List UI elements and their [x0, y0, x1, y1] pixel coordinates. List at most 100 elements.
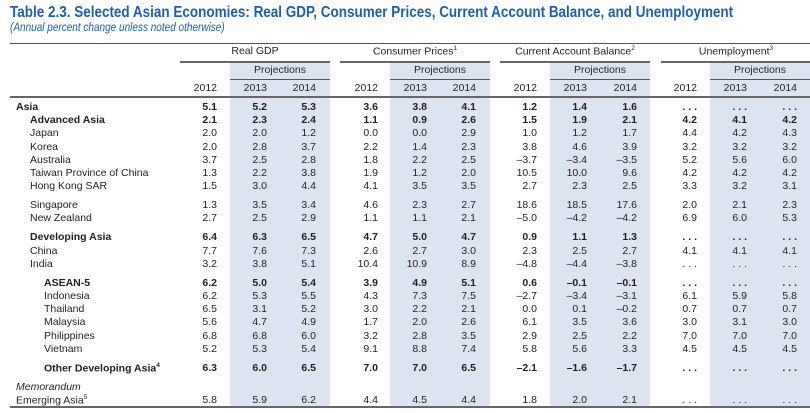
table-cell: . . .: [782, 257, 797, 270]
table-cell: 5.6: [572, 342, 587, 355]
table-cell: 6.0: [301, 329, 316, 342]
table-subtitle: (Annual percent change unless noted othe…: [10, 22, 225, 34]
table-cell: –3.1: [616, 290, 637, 302]
table-cell: 2.5: [252, 212, 267, 225]
table-cell: 2.2: [412, 153, 427, 166]
table-cell: 2.9: [522, 329, 537, 342]
table-cell: 2.8: [301, 153, 316, 166]
top-rule: [10, 43, 810, 44]
table-cell: . . .: [782, 101, 797, 113]
table-cell: 3.5: [412, 180, 427, 193]
table-cell: 3.8: [301, 167, 316, 179]
table-cell: 6.9: [682, 212, 697, 225]
projection-shading: [710, 62, 810, 407]
table-cell: 5.3: [782, 212, 797, 225]
table-cell: 1.1: [363, 212, 378, 225]
table-cell: 4.5: [682, 342, 697, 355]
table-cell: 6.5: [301, 231, 316, 244]
table-cell: 0.7: [682, 303, 697, 316]
table-cell: 4.4: [461, 394, 476, 406]
table-cell: 2.0: [572, 394, 587, 406]
year-header: 2014: [613, 82, 637, 94]
table-cell: 3.9: [622, 140, 637, 153]
table-cell: –0.1: [566, 276, 587, 289]
table-cell: 0.9: [412, 114, 427, 127]
table-cell: 2.1: [732, 199, 747, 212]
table-cell: 5.2: [252, 101, 267, 113]
table-cell: 3.1: [782, 180, 797, 193]
year-header: 2012: [193, 82, 217, 94]
table-cell: 2.3: [461, 140, 476, 153]
table-cell: 6.2: [202, 276, 217, 289]
table-cell: 7.0: [782, 329, 797, 342]
table-cell: . . .: [682, 257, 697, 270]
table-cell: 4.4: [363, 394, 378, 406]
table-cell: 8.9: [461, 257, 476, 270]
table-cell: 3.6: [622, 316, 637, 329]
table-cell: 6.3: [202, 361, 217, 374]
table-cell: 1.3: [622, 231, 637, 244]
table-cell: –1.7: [616, 361, 637, 374]
year-header: 2013: [723, 82, 747, 94]
table-cell: 6.5: [202, 303, 217, 316]
table-cell: 2.3: [572, 180, 587, 193]
table-cell: 3.2: [682, 140, 697, 153]
table-cell: 1.7: [363, 316, 378, 329]
table-cell: 4.5: [782, 342, 797, 355]
table-cell: –3.4: [566, 290, 587, 302]
table-cell: 6.8: [202, 329, 217, 342]
projection-shading: [550, 62, 650, 407]
table-cell: –3.7: [516, 153, 537, 166]
footnote-marker: 3: [769, 45, 774, 52]
table-cell: 1.4: [572, 101, 587, 113]
table-cell: 3.1: [252, 303, 267, 316]
table-cell: 3.8: [252, 257, 267, 270]
row-label: Malaysia: [44, 316, 86, 329]
table-cell: 1.5: [202, 180, 217, 193]
bottom-rule: [10, 406, 810, 408]
column-group-header: Unemployment3: [698, 45, 774, 58]
table-cell: 4.9: [301, 316, 316, 329]
row-label: Japan: [30, 127, 59, 140]
table-cell: 6.1: [522, 316, 537, 329]
table-cell: 3.7: [301, 140, 316, 153]
table-cell: 5.6: [732, 153, 747, 166]
table-cell: 3.4: [301, 199, 316, 212]
table-cell: 3.2: [732, 180, 747, 193]
table-cell: 5.5: [301, 290, 316, 302]
year-header: 2012: [513, 82, 537, 94]
projections-rule: [390, 79, 490, 80]
table-cell: 1.2: [412, 167, 427, 179]
table-cell: . . .: [682, 276, 697, 289]
table-cell: . . .: [682, 361, 697, 374]
table-cell: 7.3: [412, 290, 427, 302]
projection-shading: [230, 62, 330, 407]
table-cell: 3.2: [732, 140, 747, 153]
table-cell: 3.5: [572, 316, 587, 329]
table-cell: 3.5: [461, 180, 476, 193]
table-cell: . . .: [682, 394, 697, 406]
projection-shading: [390, 62, 490, 407]
table-cell: 2.2: [252, 167, 267, 179]
table-cell: 9.1: [363, 342, 378, 355]
table-cell: 1.8: [522, 394, 537, 406]
row-label: Other Developing Asia4: [44, 361, 160, 375]
table-cell: 2.3: [522, 244, 537, 257]
projections-rule: [710, 79, 810, 80]
projections-rule: [230, 79, 330, 80]
projections-header: Projections: [734, 64, 786, 76]
row-label: Australia: [30, 153, 71, 166]
row-label: Developing Asia: [30, 231, 112, 244]
table-cell: 2.7: [412, 244, 427, 257]
table-cell: 17.6: [616, 199, 637, 212]
table-cell: 1.0: [522, 127, 537, 140]
table-cell: 4.6: [363, 199, 378, 212]
table-cell: 7.0: [412, 361, 427, 374]
table-cell: 1.1: [572, 231, 587, 244]
table-cell: 4.1: [363, 180, 378, 193]
table-cell: 4.6: [572, 140, 587, 153]
table-cell: 0.9: [522, 231, 537, 244]
projections-header: Projections: [254, 64, 306, 76]
table-cell: 4.3: [782, 127, 797, 140]
table-cell: 1.2: [522, 101, 537, 113]
